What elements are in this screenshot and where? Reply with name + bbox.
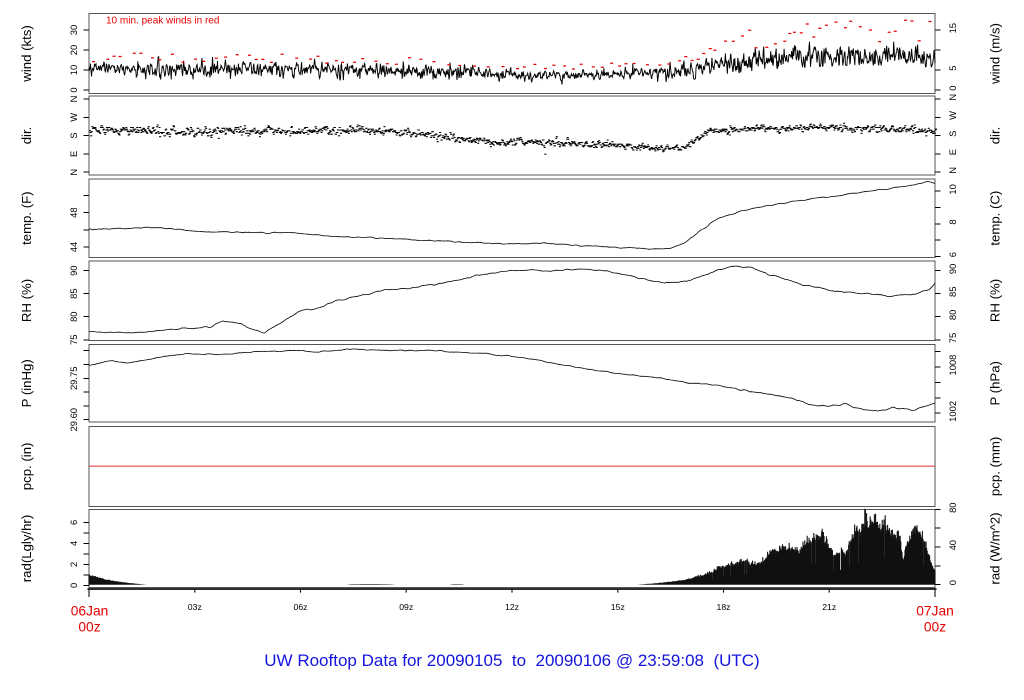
- svg-text:0: 0: [947, 580, 958, 585]
- svg-text:rad (W/m^2): rad (W/m^2): [988, 512, 1003, 584]
- svg-text:0: 0: [68, 583, 79, 588]
- svg-text:03z: 03z: [188, 602, 202, 612]
- svg-text:N: N: [68, 169, 79, 176]
- svg-text:30: 30: [68, 25, 79, 35]
- svg-text:temp. (C): temp. (C): [988, 191, 1003, 246]
- svg-text:18z: 18z: [716, 602, 730, 612]
- svg-text:S: S: [947, 131, 958, 137]
- svg-text:2: 2: [68, 562, 79, 567]
- svg-text:48: 48: [68, 207, 79, 217]
- svg-text:44: 44: [68, 242, 79, 252]
- svg-text:0: 0: [947, 86, 958, 91]
- svg-text:10 min. peak winds in red: 10 min. peak winds in red: [106, 16, 219, 27]
- svg-text:40: 40: [947, 540, 958, 550]
- svg-text:20: 20: [68, 45, 79, 55]
- svg-text:75: 75: [947, 333, 958, 343]
- svg-text:W: W: [68, 113, 79, 122]
- svg-text:75: 75: [68, 335, 79, 345]
- svg-text:85: 85: [947, 287, 958, 297]
- svg-text:15: 15: [947, 23, 958, 33]
- svg-text:80: 80: [947, 502, 958, 512]
- svg-text:6: 6: [68, 520, 79, 525]
- svg-text:dir.: dir.: [988, 127, 1003, 145]
- svg-text:15z: 15z: [611, 602, 625, 612]
- svg-text:12z: 12z: [505, 602, 519, 612]
- svg-text:0: 0: [68, 87, 79, 92]
- svg-text:RH (%): RH (%): [19, 279, 34, 322]
- svg-text:80: 80: [947, 310, 958, 320]
- svg-text:6: 6: [947, 252, 958, 257]
- svg-text:00z: 00z: [924, 620, 946, 635]
- svg-text:8: 8: [947, 219, 958, 224]
- svg-text:21z: 21z: [822, 602, 836, 612]
- svg-text:06z: 06z: [293, 602, 307, 612]
- svg-text:10: 10: [947, 184, 958, 194]
- svg-text:85: 85: [68, 288, 79, 298]
- svg-text:N: N: [68, 96, 79, 103]
- svg-text:temp. (F): temp. (F): [19, 191, 34, 244]
- svg-text:80: 80: [68, 311, 79, 321]
- svg-text:N: N: [947, 94, 958, 101]
- svg-text:pcp. (mm): pcp. (mm): [988, 437, 1003, 496]
- svg-text:00z: 00z: [78, 620, 100, 635]
- svg-text:1008: 1008: [947, 355, 958, 376]
- svg-text:10: 10: [68, 65, 79, 75]
- svg-text:29.75: 29.75: [68, 367, 79, 390]
- svg-text:rad(Lgly/hr): rad(Lgly/hr): [19, 515, 34, 582]
- svg-text:1002: 1002: [947, 401, 958, 422]
- svg-text:P (hPa): P (hPa): [988, 361, 1003, 405]
- svg-text:29.60: 29.60: [68, 408, 79, 431]
- svg-text:E: E: [947, 149, 958, 155]
- svg-text:06Jan: 06Jan: [71, 604, 109, 619]
- svg-text:4: 4: [68, 541, 79, 546]
- svg-text:E: E: [68, 151, 79, 157]
- svg-text:wind (m/s): wind (m/s): [988, 23, 1003, 85]
- svg-text:90: 90: [947, 264, 958, 274]
- svg-text:07Jan: 07Jan: [916, 604, 954, 619]
- svg-text:5: 5: [947, 66, 958, 71]
- svg-text:RH (%): RH (%): [988, 279, 1003, 322]
- svg-text:09z: 09z: [399, 602, 413, 612]
- svg-text:P (inHg): P (inHg): [19, 359, 34, 407]
- svg-text:wind (kts): wind (kts): [19, 25, 34, 82]
- svg-text:90: 90: [68, 265, 79, 275]
- svg-text:UW Rooftop Data for 20090105: UW Rooftop Data for 20090105 to 20090106…: [264, 651, 759, 670]
- svg-text:W: W: [947, 111, 958, 120]
- svg-text:N: N: [947, 167, 958, 174]
- svg-text:S: S: [68, 132, 79, 138]
- svg-text:pcp. (in): pcp. (in): [19, 443, 34, 491]
- svg-text:dir.: dir.: [19, 127, 34, 145]
